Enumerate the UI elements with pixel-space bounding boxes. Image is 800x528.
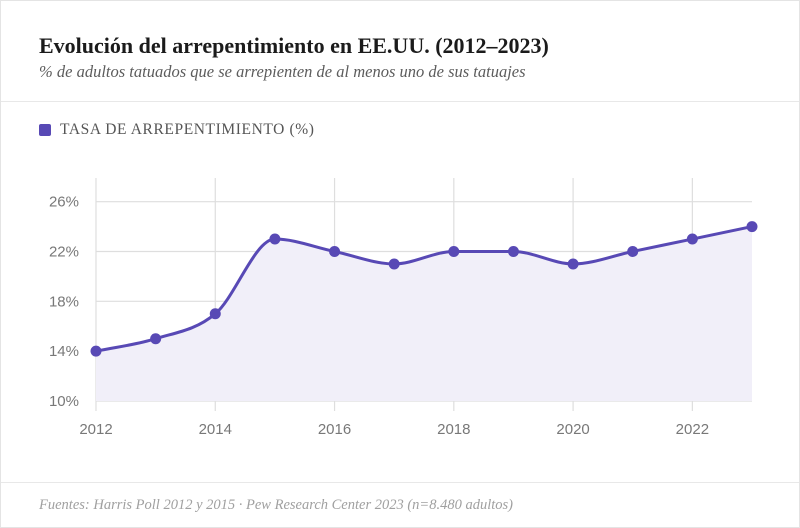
x-tick-label: 2014: [199, 421, 232, 438]
x-tick-label: 2020: [556, 421, 589, 438]
tick-label-layer: 10% 14% 18% 22% 26% 2012 2014 2016 2018 2020 2022: [49, 194, 709, 438]
data-point: [448, 246, 460, 258]
legend-label: TASA DE ARREPENTIMIENTO (%): [60, 121, 315, 138]
data-point: [686, 233, 698, 245]
data-point: [746, 221, 758, 233]
y-tick-label: 26%: [49, 194, 79, 211]
source-note: Fuentes: Harris Poll 2012 y 2015 · Pew R…: [39, 497, 513, 513]
data-point: [627, 246, 639, 258]
chart-footer: Fuentes: Harris Poll 2012 y 2015 · Pew R…: [1, 482, 799, 528]
data-point: [567, 258, 579, 270]
y-tick-label: 10%: [49, 393, 79, 410]
x-tick-label: 2022: [676, 421, 709, 438]
x-tick-label: 2016: [318, 421, 351, 438]
chart-legend: TASA DE ARREPENTIMIENTO (%): [39, 120, 314, 140]
y-tick-label: 22%: [49, 244, 79, 261]
data-point: [507, 246, 519, 258]
data-point: [150, 333, 162, 345]
line-chart: 10% 14% 18% 22% 26% 2012 2014 2016 2018 2020 2022: [49, 178, 758, 438]
x-tick-label: 2018: [437, 421, 470, 438]
chart-header: Evolución del arrepentimiento en EE.UU. …: [1, 1, 799, 102]
chart-title: Evolución del arrepentimiento en EE.UU. …: [39, 33, 549, 58]
data-point: [269, 233, 281, 245]
point-layer: [90, 221, 758, 357]
legend-swatch: [39, 124, 51, 136]
chart-subtitle: % de adultos tatuados que se arrepienten…: [39, 62, 526, 81]
data-point: [90, 345, 102, 357]
y-tick-label: 18%: [49, 293, 79, 310]
data-point: [329, 246, 341, 258]
y-tick-label: 14%: [49, 343, 79, 360]
x-tick-label: 2012: [79, 421, 112, 438]
area-layer: [96, 226, 752, 401]
data-point: [388, 258, 400, 270]
data-point: [209, 308, 221, 320]
area-fill: [96, 226, 752, 401]
